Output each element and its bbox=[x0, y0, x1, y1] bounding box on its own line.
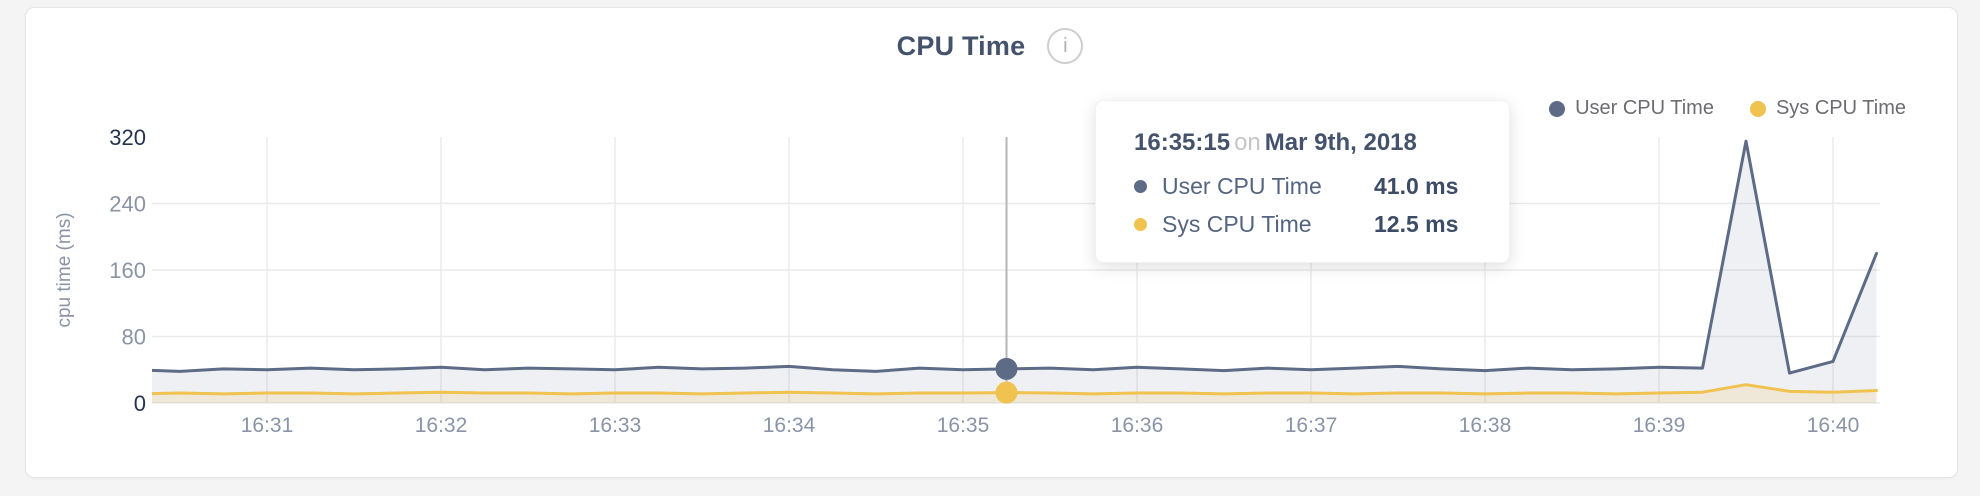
user-area bbox=[152, 141, 1877, 403]
hover-dot-sys bbox=[995, 381, 1018, 404]
tooltip: 16:35:15 on Mar 9th, 2018 User CPU Time 41… bbox=[1095, 100, 1510, 263]
y-axis-title: cpu time (ms) bbox=[54, 212, 75, 327]
x-tick-label: 16:34 bbox=[763, 414, 816, 437]
tooltip-value-user: 41.0 ms bbox=[1374, 173, 1459, 199]
y-gridlines bbox=[152, 202, 1880, 404]
chart-title: CPU Time bbox=[896, 30, 1026, 61]
tooltip-value-sys: 12.5 ms bbox=[1374, 211, 1459, 237]
x-tick-label: 16:37 bbox=[1285, 414, 1338, 437]
x-axis-labels: 16:31 16:32 16:33 16:34 16:35 16:36 16:37 16:38… bbox=[241, 414, 1860, 437]
x-tick-label: 16:35 bbox=[937, 414, 990, 437]
tooltip-time: 16:35:15 bbox=[1134, 129, 1231, 156]
y-tick-label: 80 bbox=[122, 325, 146, 350]
legend: User CPU Time Sys CPU Time bbox=[1549, 97, 1906, 120]
legend-label-sys: Sys CPU Time bbox=[1775, 97, 1906, 119]
hover-dot-user bbox=[995, 357, 1018, 380]
legend-dot-sys-icon bbox=[1749, 100, 1766, 117]
x-tick-label: 16:40 bbox=[1807, 414, 1860, 437]
y-tick-label: 160 bbox=[109, 258, 146, 283]
tooltip-connector: on bbox=[1234, 129, 1261, 156]
info-icon[interactable]: i bbox=[1047, 28, 1084, 64]
tooltip-label-sys: Sys CPU Time bbox=[1162, 211, 1312, 237]
x-tick-label: 16:39 bbox=[1633, 414, 1686, 437]
legend-item-sys-cpu-time[interactable]: Sys CPU Time bbox=[1749, 97, 1906, 120]
x-tick-label: 16:32 bbox=[415, 414, 468, 437]
tooltip-row-user: User CPU Time 41.0 ms bbox=[1134, 173, 1481, 200]
x-tick-label: 16:36 bbox=[1111, 414, 1164, 437]
x-tick-label: 16:33 bbox=[589, 414, 642, 437]
x-tick-label: 16:31 bbox=[241, 414, 294, 437]
x-tick-label: 16:38 bbox=[1459, 414, 1512, 437]
y-axis-labels: 320 240 160 80 0 cpu time (ms) bbox=[54, 125, 146, 416]
tooltip-date: Mar 9th, 2018 bbox=[1264, 129, 1417, 156]
tooltip-header: 16:35:15 on Mar 9th, 2018 bbox=[1134, 129, 1481, 157]
y-tick-label: 240 bbox=[109, 192, 146, 217]
legend-item-user-cpu-time[interactable]: User CPU Time bbox=[1549, 97, 1714, 120]
tooltip-label-user: User CPU Time bbox=[1162, 173, 1322, 199]
tooltip-dot-user-icon bbox=[1134, 180, 1147, 193]
tooltip-dot-sys-icon bbox=[1134, 218, 1147, 231]
y-tick-label: 0 bbox=[134, 391, 146, 416]
legend-dot-user-icon bbox=[1549, 100, 1566, 117]
y-tick-label: 320 bbox=[109, 125, 146, 150]
chart-card bbox=[25, 7, 1958, 478]
chart-header: CPU Time i bbox=[0, 28, 1980, 64]
tooltip-row-sys: Sys CPU Time 12.5 ms bbox=[1134, 211, 1481, 238]
legend-label-user: User CPU Time bbox=[1575, 97, 1714, 119]
